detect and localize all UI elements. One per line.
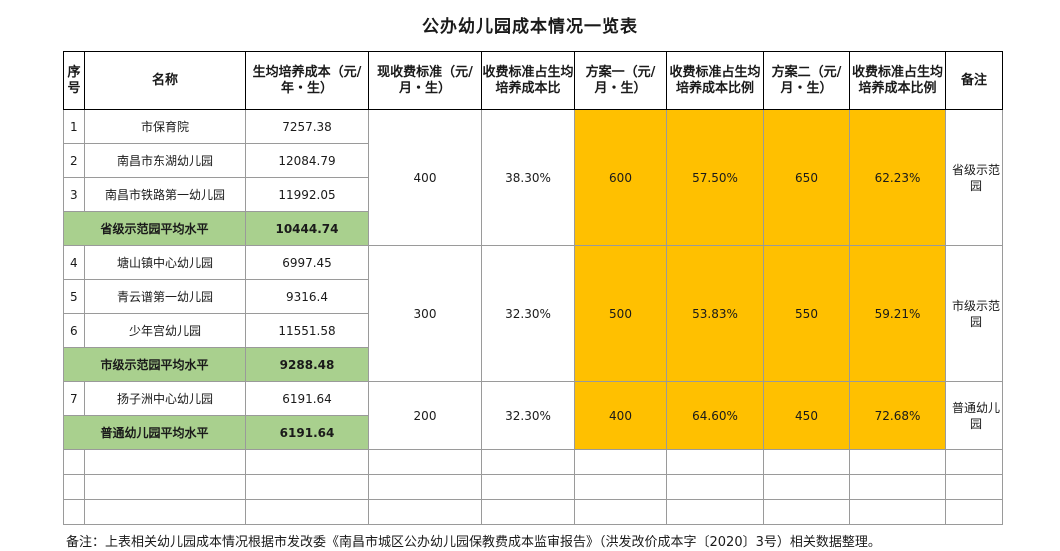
- average-label: 市级示范园平均水平: [63, 347, 246, 382]
- average-value: 9288.48: [245, 347, 369, 382]
- current-fee: 300: [368, 245, 482, 382]
- row-name: 南昌市铁路第一幼儿园: [84, 177, 246, 212]
- table-row: 3 南昌市铁路第一幼儿园 11992.05: [63, 177, 1003, 212]
- row-seq: 1: [63, 109, 85, 144]
- plan2-fee: 450: [763, 381, 850, 450]
- row-seq: 5: [63, 279, 85, 314]
- row-seq: 4: [63, 245, 85, 280]
- plan2-fee: 650: [763, 109, 850, 246]
- header-current-fee: 现收费标准（元/月・生）: [368, 51, 482, 110]
- row-name: 扬子洲中心幼儿园: [84, 381, 246, 416]
- empty-row: [63, 499, 1003, 525]
- header-plan2-ratio: 收费标准占生均培养成本比例: [849, 51, 946, 110]
- plan1-ratio: 57.50%: [666, 109, 764, 246]
- average-label: 普通幼儿园平均水平: [63, 415, 246, 450]
- row-seq: 7: [63, 381, 85, 416]
- plan1-fee: 500: [574, 245, 667, 382]
- current-ratio: 32.30%: [481, 245, 575, 382]
- average-value: 10444.74: [245, 211, 369, 246]
- footnote: 备注：上表相关幼儿园成本情况根据市发改委《南昌市城区公办幼儿园保教费成本监审报告…: [66, 535, 881, 550]
- remark: 市级示范园: [945, 245, 1003, 382]
- row-cost: 11551.58: [245, 313, 369, 348]
- table-row: 7 扬子洲中心幼儿园 6191.64 200 32.30% 400 64.60%…: [63, 381, 1003, 450]
- plan2-ratio: 59.21%: [849, 245, 946, 382]
- empty-row: [63, 474, 1003, 500]
- plan1-fee: 600: [574, 109, 667, 246]
- header-plan1: 方案一（元/月・生）: [574, 51, 667, 110]
- row-name: 青云谱第一幼儿园: [84, 279, 246, 314]
- remark: 普通幼儿园: [945, 381, 1003, 450]
- empty-row: [63, 449, 1003, 475]
- average-value: 6191.64: [245, 415, 369, 450]
- table-row: 4 塘山镇中心幼儿园 6997.45 300 32.30% 500 53.83%…: [63, 245, 1003, 382]
- row-seq: 6: [63, 313, 85, 348]
- average-label: 省级示范园平均水平: [63, 211, 246, 246]
- remark: 省级示范园: [945, 109, 1003, 246]
- header-plan2: 方案二（元/月・生）: [763, 51, 850, 110]
- average-row: 省级示范园平均水平 10444.74: [63, 211, 1003, 246]
- header-cost: 生均培养成本（元/年・生）: [245, 51, 369, 110]
- header-current-ratio: 收费标准占生均培养成本比: [481, 51, 575, 110]
- plan1-ratio: 53.83%: [666, 245, 764, 382]
- plan2-ratio: 62.23%: [849, 109, 946, 246]
- row-seq: 3: [63, 177, 85, 212]
- header-remark: 备注: [945, 51, 1003, 110]
- row-name: 市保育院: [84, 109, 246, 144]
- row-name: 塘山镇中心幼儿园: [84, 245, 246, 280]
- row-name: 少年宫幼儿园: [84, 313, 246, 348]
- table-row: 5 青云谱第一幼儿园 9316.4: [63, 279, 1003, 314]
- cost-table: 序号 名称 生均培养成本（元/年・生） 现收费标准（元/月・生） 收费标准占生均…: [63, 51, 1003, 525]
- row-cost: 6997.45: [245, 245, 369, 280]
- row-cost: 6191.64: [245, 381, 369, 416]
- plan1-ratio: 64.60%: [666, 381, 764, 450]
- header-seq: 序号: [63, 51, 85, 110]
- header-row: 序号 名称 生均培养成本（元/年・生） 现收费标准（元/月・生） 收费标准占生均…: [63, 51, 1003, 110]
- plan2-ratio: 72.68%: [849, 381, 946, 450]
- header-name: 名称: [84, 51, 246, 110]
- page-title: 公办幼儿园成本情况一览表: [422, 17, 638, 37]
- plan1-fee: 400: [574, 381, 667, 450]
- average-row: 普通幼儿园平均水平 6191.64: [63, 415, 1003, 450]
- row-seq: 2: [63, 143, 85, 178]
- row-cost: 11992.05: [245, 177, 369, 212]
- current-ratio: 32.30%: [481, 381, 575, 450]
- header-plan1-ratio: 收费标准占生均培养成本比例: [666, 51, 764, 110]
- table-row: 1 市保育院 7257.38 400 38.30% 600 57.50% 650…: [63, 109, 1003, 246]
- current-fee: 200: [368, 381, 482, 450]
- plan2-fee: 550: [763, 245, 850, 382]
- row-cost: 9316.4: [245, 279, 369, 314]
- average-row: 市级示范园平均水平 9288.48: [63, 347, 1003, 382]
- row-cost: 7257.38: [245, 109, 369, 144]
- row-cost: 12084.79: [245, 143, 369, 178]
- current-ratio: 38.30%: [481, 109, 575, 246]
- current-fee: 400: [368, 109, 482, 246]
- row-name: 南昌市东湖幼儿园: [84, 143, 246, 178]
